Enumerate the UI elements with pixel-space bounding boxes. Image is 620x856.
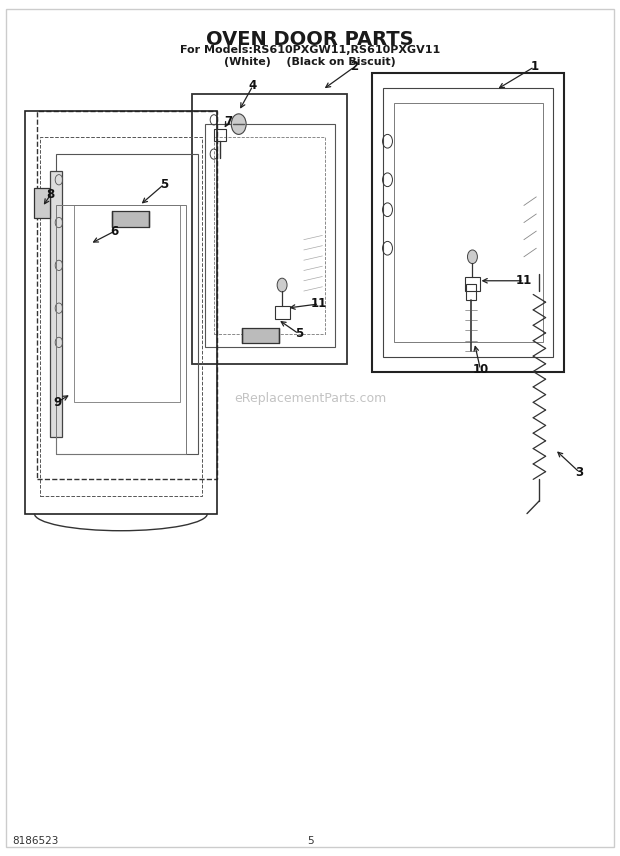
Bar [56, 205, 186, 454]
Bar [112, 211, 149, 227]
Text: 5: 5 [307, 835, 313, 846]
Text: 2: 2 [350, 60, 359, 74]
Circle shape [277, 278, 287, 292]
Text: 11: 11 [516, 274, 532, 288]
Text: 7: 7 [224, 115, 232, 128]
Circle shape [231, 114, 246, 134]
Text: OVEN DOOR PARTS: OVEN DOOR PARTS [206, 30, 414, 49]
Bar [242, 328, 279, 343]
Text: 5: 5 [294, 327, 303, 341]
Text: 8: 8 [46, 187, 55, 201]
Bar [25, 111, 217, 514]
Text: 11: 11 [311, 297, 327, 311]
Bar [372, 73, 564, 372]
Bar [394, 103, 542, 342]
Bar [74, 205, 180, 402]
Bar [383, 88, 553, 357]
Text: 10: 10 [472, 363, 489, 377]
Bar [214, 129, 226, 141]
Bar [466, 284, 476, 300]
Text: 5: 5 [160, 177, 169, 191]
Bar [205, 124, 335, 347]
Text: (White)    (Black on Biscuit): (White) (Black on Biscuit) [224, 57, 396, 68]
Text: For Models:RS610PXGW11,RS610PXGV11: For Models:RS610PXGW11,RS610PXGV11 [180, 45, 440, 56]
Circle shape [467, 250, 477, 264]
Bar [465, 277, 480, 291]
Bar [37, 111, 217, 479]
Text: eReplacementParts.com: eReplacementParts.com [234, 391, 386, 405]
Text: 8186523: 8186523 [12, 835, 59, 846]
Bar [50, 171, 62, 437]
Text: 1: 1 [530, 60, 539, 74]
Bar [214, 137, 326, 334]
Text: 4: 4 [249, 79, 257, 92]
Text: 3: 3 [575, 466, 584, 479]
Bar [56, 154, 198, 454]
Bar [34, 188, 50, 218]
Bar [40, 137, 202, 496]
Bar [275, 306, 290, 319]
Text: 6: 6 [110, 224, 119, 238]
Bar [192, 94, 347, 364]
Text: 9: 9 [53, 395, 61, 409]
